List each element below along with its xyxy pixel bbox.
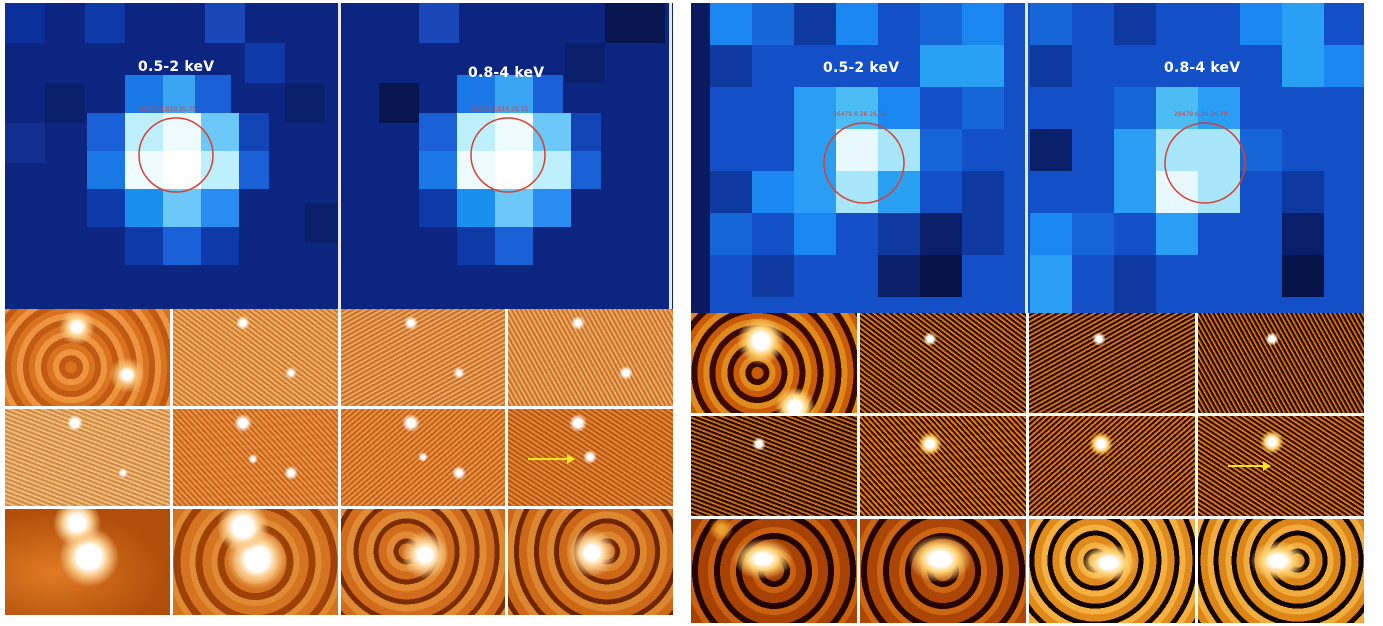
left-region-label-2: 26902 4.510 25.75 (471, 106, 529, 113)
left-tile-r2c4 (508, 409, 673, 506)
right-xray-map-0.8-4 (1030, 3, 1364, 313)
right-tile-r1c4 (1198, 313, 1364, 413)
left-xray-image-pair: 0.5-2 keV 0.8-4 keV 26902 4.510 25.75 26… (5, 3, 673, 309)
left-tile-r3c2 (172, 509, 338, 615)
right-tile-r3c1 (691, 519, 857, 623)
left-tile-r1c2 (172, 309, 338, 406)
right-source-region-circle (823, 122, 905, 204)
right-region-label-2: 26479 6.26 26.79 (1174, 111, 1228, 118)
left-tile-r3c1 (5, 509, 170, 615)
right-figure-panel: 0.5-2 keV 0.8-4 keV 26479 6.26 26.79 264… (691, 3, 1364, 626)
left-candidate-arrow (528, 454, 576, 464)
right-xray-map-0.5-2 (691, 3, 1004, 313)
right-xray-image-pair: 0.5-2 keV 0.8-4 keV 26479 6.26 26.79 264… (691, 3, 1364, 313)
right-xray-pixel-maps (691, 3, 1364, 313)
left-tile-r2c1 (5, 409, 170, 506)
left-region-label-1: 26902 4.510 25.75 (139, 106, 197, 113)
left-xray-divider (338, 3, 341, 309)
right-source-region-circle-2 (1164, 122, 1246, 204)
right-band-label-2: 0.8-4 keV (1164, 60, 1241, 76)
left-tile-r3c3 (340, 509, 506, 615)
right-tile-r1c3 (1029, 313, 1195, 413)
left-tile-r2c2 (172, 409, 338, 506)
left-tile-r1c3 (340, 309, 506, 406)
right-tile-r3c2 (860, 519, 1026, 623)
left-band-label-1: 0.5-2 keV (138, 59, 215, 75)
right-region-label-1: 26479 6.26 26.79 (833, 111, 887, 118)
left-xray-edge-divider (669, 3, 672, 309)
left-tile-r1c4 (508, 309, 673, 406)
right-optical-cutout-grid (691, 313, 1364, 626)
right-tile-r1c2 (860, 313, 1026, 413)
left-band-label-2: 0.8-4 keV (468, 65, 545, 81)
right-tile-r3c4 (1198, 519, 1364, 623)
right-band-label-1: 0.5-2 keV (823, 60, 900, 76)
right-xray-divider (1025, 3, 1028, 313)
right-tile-r2c2 (860, 416, 1026, 516)
left-tile-r2c3 (340, 409, 506, 506)
left-source-region-circle-2 (470, 117, 546, 193)
left-source-region-circle (138, 117, 214, 193)
left-xray-map-0.5-2 (5, 3, 340, 265)
left-figure-panel: 0.5-2 keV 0.8-4 keV 26902 4.510 25.75 26… (5, 3, 678, 621)
right-tile-r3c3 (1029, 519, 1195, 623)
left-optical-cutout-grid (5, 309, 673, 621)
right-tile-r2c1 (691, 416, 857, 516)
left-xray-map-0.8-4 (379, 3, 665, 265)
right-tile-r2c3 (1029, 416, 1195, 516)
left-tile-r1c1 (5, 309, 170, 406)
right-tile-r1c1 (691, 313, 857, 413)
right-candidate-arrow (1228, 461, 1271, 471)
left-tile-r3c4 (508, 509, 673, 615)
right-tile-r2c4 (1198, 416, 1364, 516)
left-xray-pixel-maps (5, 3, 673, 309)
